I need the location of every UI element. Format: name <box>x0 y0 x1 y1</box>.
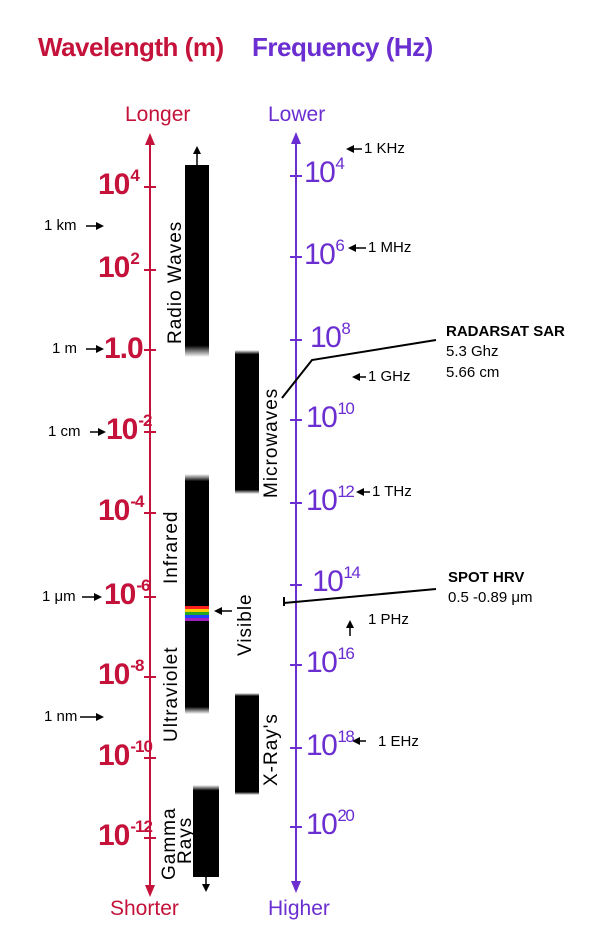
spot-line <box>283 588 437 606</box>
wavelength-tick-label: 10-12 <box>98 817 153 852</box>
unit-label-1km: 1 km <box>44 217 77 234</box>
wavelength-tick-label: 102 <box>98 249 140 284</box>
frequency-unit-arrows <box>346 145 370 745</box>
microwave-band-bar <box>235 350 259 494</box>
unit-label-1um: 1 μm <box>42 588 76 605</box>
frequency-tick-label: 104 <box>304 154 345 189</box>
wavelength-tick-label: 1.0 <box>104 332 144 365</box>
radarsat-annotation: RADARSAT SAR 5.3 Ghz 5.66 cm <box>446 323 565 381</box>
wavelength-unit-arrows <box>80 222 106 721</box>
wavelength-header: Wavelength (m) <box>38 32 224 62</box>
wavelength-tick-label: 10-10 <box>98 737 153 772</box>
band-label-microwaves: Microwaves <box>261 387 282 498</box>
band-label-xrays: X-Ray's <box>261 713 282 786</box>
unit-label-1cm: 1 cm <box>48 423 81 440</box>
frequency-tick-label: 1020 <box>306 806 355 841</box>
unit-label-1phz: 1 PHz <box>368 611 409 628</box>
xray-band-bar <box>235 693 259 795</box>
spot-annotation: SPOT HRV 0.5 -0.89 μm <box>448 569 533 607</box>
frequency-top-label: Lower <box>268 103 326 126</box>
band-label-radio-waves: Radio Waves <box>165 220 186 344</box>
wavelength-bottom-label: Shorter <box>110 897 179 920</box>
frequency-bottom-label: Higher <box>268 897 330 920</box>
wavelength-tick-label: 10-4 <box>98 492 145 527</box>
frequency-tick-label: 1014 <box>312 563 361 598</box>
unit-label-1ehz: 1 EHz <box>378 733 419 750</box>
frequency-tick-label: 106 <box>304 236 345 271</box>
gamma-band-bar <box>193 785 219 892</box>
unit-label-1ghz: 1 GHz <box>368 368 411 385</box>
band-label-rays: Rays <box>175 816 196 864</box>
visible-pointer-arrow <box>214 607 232 615</box>
band-label-infrared: Infrared <box>161 510 182 584</box>
unit-label-1khz: 1 KHz <box>364 140 405 157</box>
infrared-uv-band-bar <box>185 474 209 714</box>
wavelength-axis <box>144 133 156 897</box>
frequency-header: Frequency (Hz) <box>252 32 433 62</box>
radio-band-bar <box>185 146 209 357</box>
frequency-tick-label: 1010 <box>306 399 355 434</box>
radarsat-line <box>281 339 437 399</box>
wavelength-tick-label: 10-8 <box>98 656 145 691</box>
frequency-tick-label: 1018 <box>306 727 355 762</box>
unit-label-1nm: 1 nm <box>44 708 78 725</box>
frequency-tick-label: 1016 <box>306 644 355 679</box>
unit-label-1thz: 1 THz <box>372 483 412 500</box>
wavelength-top-label: Longer <box>125 103 191 126</box>
unit-label-1m: 1 m <box>52 340 78 357</box>
band-label-ultraviolet: Ultraviolet <box>161 646 182 742</box>
frequency-tick-label: 108 <box>310 319 351 354</box>
wavelength-tick-label: 104 <box>98 166 140 201</box>
unit-label-1mhz: 1 MHz <box>368 239 412 256</box>
wavelength-tick-label: 10-2 <box>106 411 153 446</box>
wavelength-tick-label: 10-6 <box>104 576 151 611</box>
band-label-visible: Visible <box>235 593 256 656</box>
frequency-axis <box>290 132 302 893</box>
frequency-tick-label: 1012 <box>306 482 355 517</box>
